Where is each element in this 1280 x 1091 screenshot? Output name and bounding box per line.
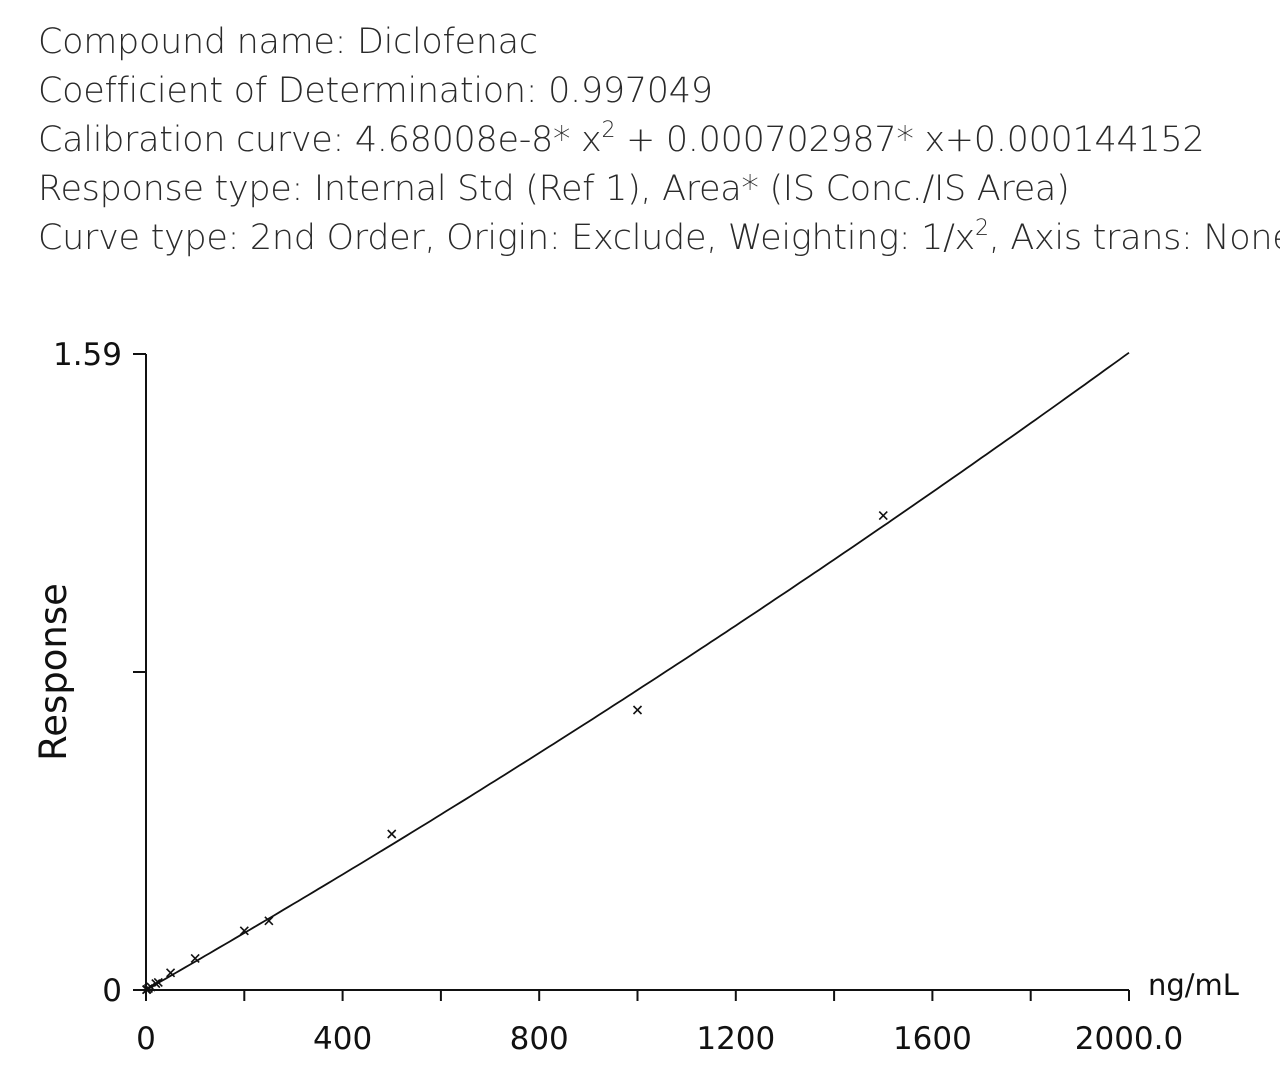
compound-name: Compound name: Diclofenac — [38, 22, 538, 62]
data-point-marker — [239, 926, 249, 936]
data-point-marker — [878, 511, 888, 521]
curve-type-text-rest: , Axis trans: None — [988, 218, 1280, 258]
marker-stroke — [387, 829, 397, 839]
marker-stroke — [146, 982, 156, 992]
data-point-marker — [166, 968, 176, 978]
chart-axes — [145, 354, 1129, 991]
x-axis-ticks: 0 400 800 1200 1600 2000.0 — [136, 990, 1183, 1057]
chart-header: Compound name: Diclofenac Coefficient of… — [38, 18, 1280, 263]
marker-stroke — [878, 511, 888, 521]
calibration-fit — [145, 351, 1130, 991]
marker-stroke — [151, 979, 161, 989]
y-axis-ticks: 01.59 — [53, 337, 146, 1009]
x-tick-label: 2000.0 — [1075, 1021, 1183, 1057]
calibration-curve-exponent: 2 — [601, 118, 616, 143]
data-point-marker — [153, 977, 163, 987]
marker-stroke — [239, 926, 249, 936]
data-point-marker — [387, 829, 397, 839]
data-point-marker — [151, 979, 161, 989]
marker-stroke — [190, 953, 200, 963]
data-point-marker — [632, 705, 643, 715]
y-axis-title: Response — [32, 583, 75, 761]
y-tick-label: 1.59 — [53, 337, 122, 373]
curve-type-text: Curve type: 2nd Order, Origin: Exclude, … — [38, 218, 975, 258]
data-point-marker — [190, 953, 200, 963]
curve-type: Curve type: 2nd Order, Origin: Exclude, … — [38, 214, 1280, 263]
y-tick-label: 0 — [102, 973, 122, 1009]
x-tick-label: 800 — [510, 1021, 569, 1057]
x-tick-label: 1200 — [696, 1021, 775, 1057]
x-tick-label: 0 — [136, 1021, 156, 1057]
calibration-curve-equation: Calibration curve: 4.68008e-8* x2 + 0.00… — [38, 116, 1280, 165]
weighting-exponent: 2 — [974, 216, 989, 241]
calibration-curve-line — [145, 351, 1130, 991]
data-point-marker — [146, 982, 156, 992]
x-tick-label: 1600 — [893, 1021, 972, 1057]
response-type: Response type: Internal Std (Ref 1), Are… — [38, 169, 1070, 209]
calibration-curve-text: Calibration curve: 4.68008e-8* x — [38, 120, 602, 160]
marker-stroke — [264, 916, 274, 926]
marker-stroke — [166, 968, 176, 978]
x-tick-label: 400 — [313, 1021, 372, 1057]
data-points — [141, 511, 888, 995]
coefficient-of-determination: Coefficient of Determination: 0.997049 — [38, 71, 713, 111]
marker-stroke — [153, 977, 163, 987]
marker-stroke — [632, 705, 643, 715]
calibration-curve-text-rest: + 0.000702987* x+0.000144152 — [615, 120, 1205, 160]
data-point-marker — [264, 916, 274, 926]
x-axis-unit-label: ng/mL — [1148, 968, 1239, 1002]
